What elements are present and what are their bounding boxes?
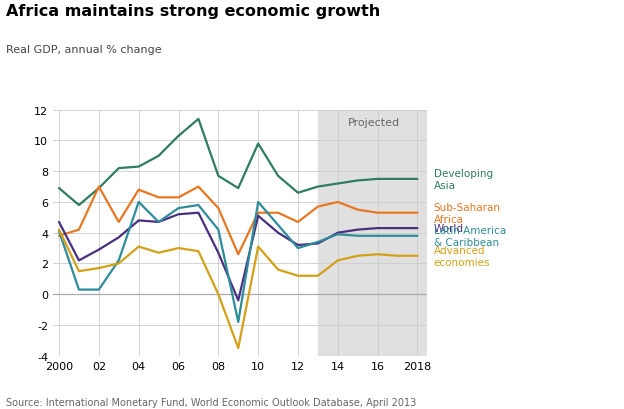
Text: Africa maintains strong economic growth: Africa maintains strong economic growth — [6, 4, 381, 19]
Text: Latin America
& Caribbean: Latin America & Caribbean — [434, 225, 506, 247]
Text: Real GDP, annual % change: Real GDP, annual % change — [6, 45, 162, 55]
Text: Sub-Saharan
Africa: Sub-Saharan Africa — [434, 202, 500, 224]
Text: Projected: Projected — [348, 118, 400, 128]
Text: Source: International Monetary Fund, World Economic Outlook Database, April 2013: Source: International Monetary Fund, Wor… — [6, 397, 416, 407]
Text: Advanced
economies: Advanced economies — [434, 245, 490, 267]
Text: World: World — [434, 224, 464, 234]
Bar — [318, 110, 427, 356]
Text: Developing
Asia: Developing Asia — [434, 169, 493, 190]
